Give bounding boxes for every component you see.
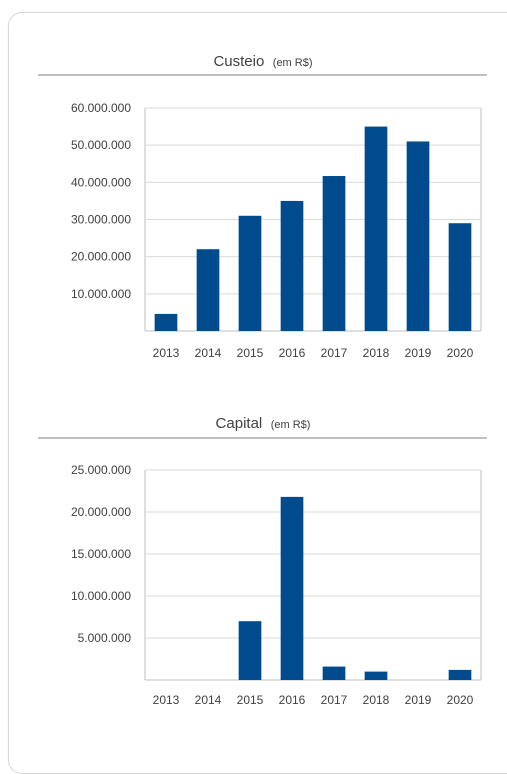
custeio-x-tick-label: 2017 — [321, 346, 348, 360]
capital-x-tick-label: 2018 — [363, 693, 390, 707]
custeio-bar-2018 — [364, 126, 388, 331]
custeio-bar-2017 — [322, 176, 346, 331]
capital-title-text: Capital — [216, 415, 263, 432]
capital-bar-2016 — [280, 496, 304, 680]
custeio-bar-2014 — [196, 249, 220, 331]
custeio-chart: Custeio (em R$) 10.000.000 20.000.000 30.0… — [38, 53, 487, 360]
capital-x-tick-label: 2020 — [447, 693, 474, 707]
custeio-bar-2013 — [154, 313, 178, 331]
custeio-title-unit: (em R$) — [273, 57, 313, 69]
custeio-x-tick-label: 2018 — [363, 346, 390, 360]
custeio-y-tick-label: 50.000.000 — [71, 138, 131, 152]
capital-x-tick-label: 2014 — [195, 693, 222, 707]
custeio-bar-2020 — [448, 223, 472, 331]
capital-x-tick-label: 2017 — [321, 693, 348, 707]
custeio-chart-title: Custeio (em R$) — [213, 53, 312, 70]
capital-bar-2017 — [322, 666, 346, 680]
custeio-title-text: Custeio — [213, 53, 264, 70]
charts-canvas: Custeio (em R$) 10.000.000 20.000.000 30.0… — [38, 53, 487, 707]
capital-y-tick-label: 15.000.000 — [71, 547, 131, 561]
capital-chart-title: Capital (em R$) — [216, 415, 311, 432]
capital-bar-2020 — [448, 669, 472, 680]
capital-chart: Capital (em R$) 5.000.000 10.000.000 15.00… — [38, 415, 487, 707]
custeio-bar-2015 — [238, 215, 262, 331]
custeio-x-tick-label: 2016 — [279, 346, 306, 360]
custeio-y-tick-label: 20.000.000 — [71, 250, 131, 264]
custeio-y-tick-label: 60.000.000 — [71, 101, 131, 115]
custeio-x-tick-label: 2015 — [237, 346, 264, 360]
custeio-x-tick-label: 2013 — [153, 346, 180, 360]
capital-x-tick-label: 2016 — [279, 693, 306, 707]
capital-y-tick-label: 5.000.000 — [78, 631, 132, 645]
capital-x-tick-label: 2013 — [153, 693, 180, 707]
custeio-bar-2016 — [280, 200, 304, 331]
custeio-x-tick-label: 2020 — [447, 346, 474, 360]
capital-title-unit: (em R$) — [271, 419, 311, 431]
custeio-y-tick-label: 30.000.000 — [71, 213, 131, 227]
custeio-x-tick-label: 2014 — [195, 346, 222, 360]
capital-x-tick-label: 2015 — [237, 693, 264, 707]
custeio-y-tick-label: 40.000.000 — [71, 175, 131, 189]
capital-y-tick-label: 10.000.000 — [71, 589, 131, 603]
custeio-y-tick-label: 10.000.000 — [71, 287, 131, 301]
custeio-x-tick-label: 2019 — [405, 346, 432, 360]
capital-y-tick-label: 25.000.000 — [71, 463, 131, 477]
custeio-bar-2019 — [406, 141, 430, 331]
capital-x-tick-label: 2019 — [405, 693, 432, 707]
capital-bar-2015 — [238, 621, 262, 680]
capital-y-tick-label: 20.000.000 — [71, 505, 131, 519]
capital-bar-2018 — [364, 671, 388, 680]
